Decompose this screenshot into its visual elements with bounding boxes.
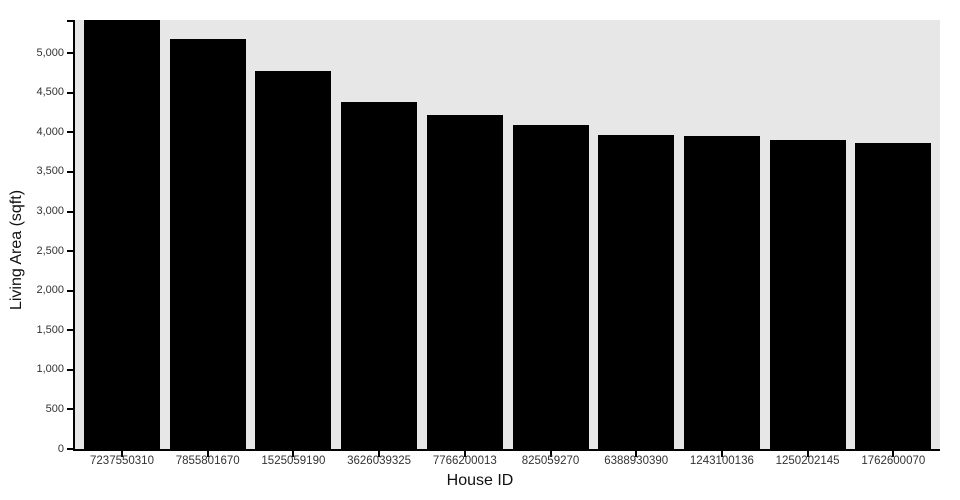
y-tick-label: 5,000: [36, 46, 64, 59]
y-tick: [67, 408, 73, 411]
x-tick: [806, 451, 809, 457]
x-tick-label: 825059270: [521, 455, 580, 467]
y-tick: [67, 329, 73, 332]
bar-6388930390: [598, 134, 675, 449]
y-tick: [67, 210, 73, 213]
x-axis-title: House ID: [446, 472, 514, 489]
x-tick: [206, 451, 209, 457]
x-tick: [463, 451, 466, 457]
x-tick: [378, 451, 381, 457]
x-tick: [892, 451, 895, 457]
y-tick-label: 2,000: [36, 284, 64, 297]
y-tick: [67, 52, 73, 55]
y-tick-label: 4,500: [36, 86, 64, 99]
y-tick-label: 4,000: [36, 125, 64, 138]
bar-1243100136: [683, 135, 760, 449]
x-tick-label: 1243100136: [689, 455, 754, 467]
y-tick: [67, 170, 73, 173]
x-tick-label: 6388930390: [604, 455, 669, 467]
y-tick-label: 3,500: [36, 165, 64, 178]
bar-1250202145: [769, 139, 846, 449]
bar-7237550310: [84, 20, 160, 449]
x-tick-label: 3626039325: [347, 455, 412, 467]
x-tick-label: 1250202145: [775, 455, 840, 467]
bar-7766200013: [426, 114, 503, 449]
y-tick-label: 2,500: [36, 244, 64, 257]
x-tick-label: 1762600070: [861, 455, 926, 467]
x-tick: [292, 451, 295, 457]
y-tick: [67, 250, 73, 253]
y-tick: [67, 91, 73, 94]
y-tick: [67, 289, 73, 292]
y-axis-top-cap: [67, 20, 73, 22]
y-tick-label: 500: [45, 402, 64, 415]
y-axis-line: [73, 20, 75, 451]
x-axis-line: [73, 449, 940, 451]
y-tick: [67, 448, 73, 450]
bar-3626039325: [341, 102, 418, 449]
y-tick-label: 1,000: [36, 363, 64, 376]
x-tick: [121, 451, 123, 457]
y-axis-title: Living Area (sqft): [8, 189, 25, 311]
x-tick: [720, 451, 723, 457]
bar-1762600070: [855, 142, 932, 449]
x-tick-label: 7766200013: [432, 455, 497, 467]
x-tick: [549, 451, 552, 457]
x-tick: [635, 451, 638, 457]
bar-7855801670: [169, 38, 246, 449]
x-tick-label: 7855801670: [175, 455, 240, 467]
y-tick-label: 1,500: [36, 323, 64, 336]
y-tick: [67, 368, 73, 371]
y-tick: [67, 131, 73, 134]
x-tick-label: 7237550310: [90, 455, 154, 467]
bar-1525059190: [255, 70, 332, 449]
y-tick-label: 3,000: [36, 205, 64, 218]
x-tick-label: 1525059190: [261, 455, 326, 467]
y-tick-label: 0: [57, 442, 64, 455]
bar-825059270: [512, 125, 589, 449]
